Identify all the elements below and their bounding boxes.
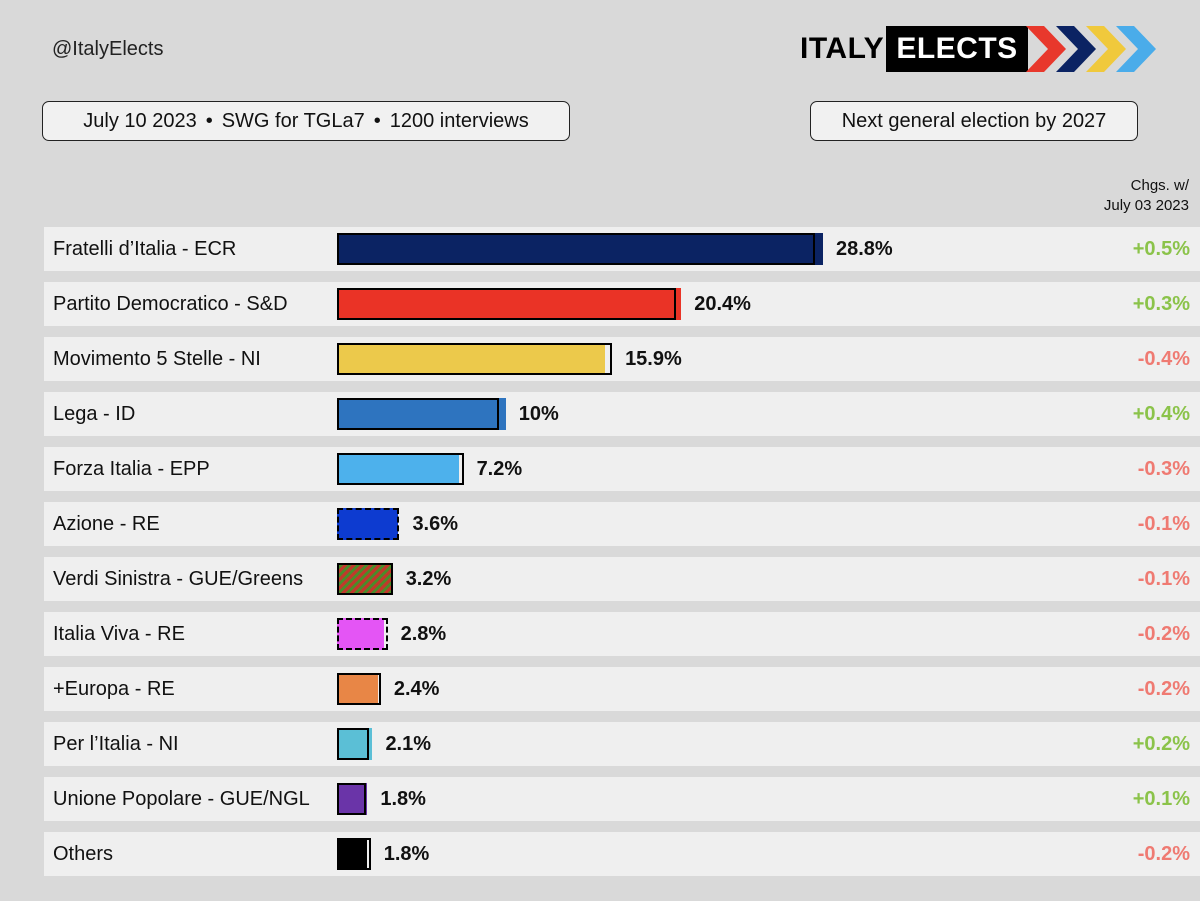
changes-header: Chgs. w/ July 03 2023 [1104,176,1189,216]
value-label: 10% [518,403,559,425]
change-label: -0.1% [1137,568,1190,590]
value-label: 20.4% [694,293,751,315]
next-election-box: Next general election by 2027 [810,101,1138,141]
separator-dot: • [205,110,213,132]
current-value-bar [337,728,373,760]
current-value-bar [337,453,459,485]
party-label: Forza Italia - EPP [53,458,210,480]
party-label: Unione Popolare - GUE/NGL [53,788,310,810]
previous-value-outline [337,233,815,265]
value-label: 7.2% [476,458,523,480]
party-row: Verdi Sinistra - GUE/Greens 3.2% -0.1% [44,557,1200,601]
current-value-bar [337,618,385,650]
current-value-bar [337,288,682,320]
poll-date: July 10 2023 [83,110,197,132]
value-label: 1.8% [380,788,426,810]
current-value-bar [337,563,391,595]
change-label: +0.3% [1132,293,1190,315]
twitter-handle: @ItalyElects [52,38,164,60]
value-label: 2.4% [393,678,440,700]
change-label: -0.4% [1137,348,1190,370]
current-value-bar [337,673,378,705]
change-label: +0.2% [1132,733,1190,755]
party-row: Partito Democratico - S&D 20.4% +0.3% [44,282,1200,326]
party-row: +Europa - RE 2.4% -0.2% [44,667,1200,711]
value-label: 3.2% [405,568,452,590]
party-row: Italia Viva - RE 2.8% -0.2% [44,612,1200,656]
current-value-bar [337,838,368,870]
previous-value-outline [337,618,388,650]
change-label: -0.1% [1137,513,1190,535]
party-row: Azione - RE 3.6% -0.1% [44,502,1200,546]
previous-value-outline [337,343,613,375]
change-label: +0.4% [1132,403,1190,425]
value-label: 28.8% [836,238,893,260]
pollster: SWG for TGLa7 [221,110,365,132]
changes-header-line2: July 03 2023 [1103,197,1189,214]
party-label: Per l’Italia - NI [53,733,179,755]
party-label: Azione - RE [53,513,160,535]
logo-box: ELECTS [886,26,1028,72]
change-label: -0.2% [1137,623,1190,645]
previous-value-outline [337,398,499,430]
current-value-bar [337,783,368,815]
change-label: -0.3% [1137,458,1190,480]
current-value-bar [337,508,398,540]
party-row: Movimento 5 Stelle - NI 15.9% -0.4% [44,337,1200,381]
sample-size: 1200 interviews [389,110,529,132]
current-value-bar [337,343,606,375]
party-label: Lega - ID [53,403,136,425]
logo-chevron [1056,26,1096,72]
change-label: -0.2% [1137,843,1190,865]
separator-dot: • [373,110,381,132]
value-label: 3.6% [412,513,459,535]
logo-chevron [1086,26,1126,72]
party-row: Per l’Italia - NI 2.1% +0.2% [44,722,1200,766]
next-election-text: Next general election by 2027 [841,110,1107,132]
current-value-bar [337,233,823,265]
value-label: 15.9% [625,348,682,370]
party-row: Forza Italia - EPP 7.2% -0.3% [44,447,1200,491]
value-label: 2.1% [385,733,432,755]
logo-chevrons-icon [1026,26,1156,72]
previous-value-outline [337,783,366,815]
party-label: Fratelli d’Italia - ECR [53,238,237,260]
party-label: +Europa - RE [53,678,175,700]
poll-info-box: July 10 2023 • SWG for TGLa7 • 1200 intervie… [42,101,570,141]
previous-value-outline [337,288,677,320]
logo-text-elects: ELECTS [896,32,1018,65]
party-label: Movimento 5 Stelle - NI [53,348,261,370]
previous-value-outline [337,453,464,485]
party-label: Italia Viva - RE [53,623,185,645]
party-label: Others [53,843,114,865]
party-row: Lega - ID 10% +0.4% [44,392,1200,436]
value-label: 1.8% [383,843,430,865]
previous-value-outline [337,508,400,540]
previous-value-outline [337,563,393,595]
logo-chevron [1116,26,1156,72]
previous-value-outline [337,838,371,870]
change-label: +0.5% [1132,238,1190,260]
italy-elects-logo: ITALY ELECTS [800,26,1160,74]
previous-value-outline [337,728,370,760]
previous-value-outline [337,673,381,705]
changes-header-line1: Chgs. w/ [1130,177,1189,194]
party-row: Fratelli d’Italia - ECR 28.8% +0.5% [44,227,1200,271]
party-row: Others 1.8% -0.2% [44,832,1200,876]
current-value-bar [337,398,506,430]
value-label: 2.8% [400,623,447,645]
change-label: -0.2% [1137,678,1190,700]
party-label: Partito Democratico - S&D [53,293,288,315]
logo-chevron [1026,26,1066,72]
party-label: Verdi Sinistra - GUE/Greens [53,568,304,590]
change-label: +0.1% [1132,788,1190,810]
party-row: Unione Popolare - GUE/NGL 1.8% +0.1% [44,777,1200,821]
logo-text-italy: ITALY [800,32,885,65]
